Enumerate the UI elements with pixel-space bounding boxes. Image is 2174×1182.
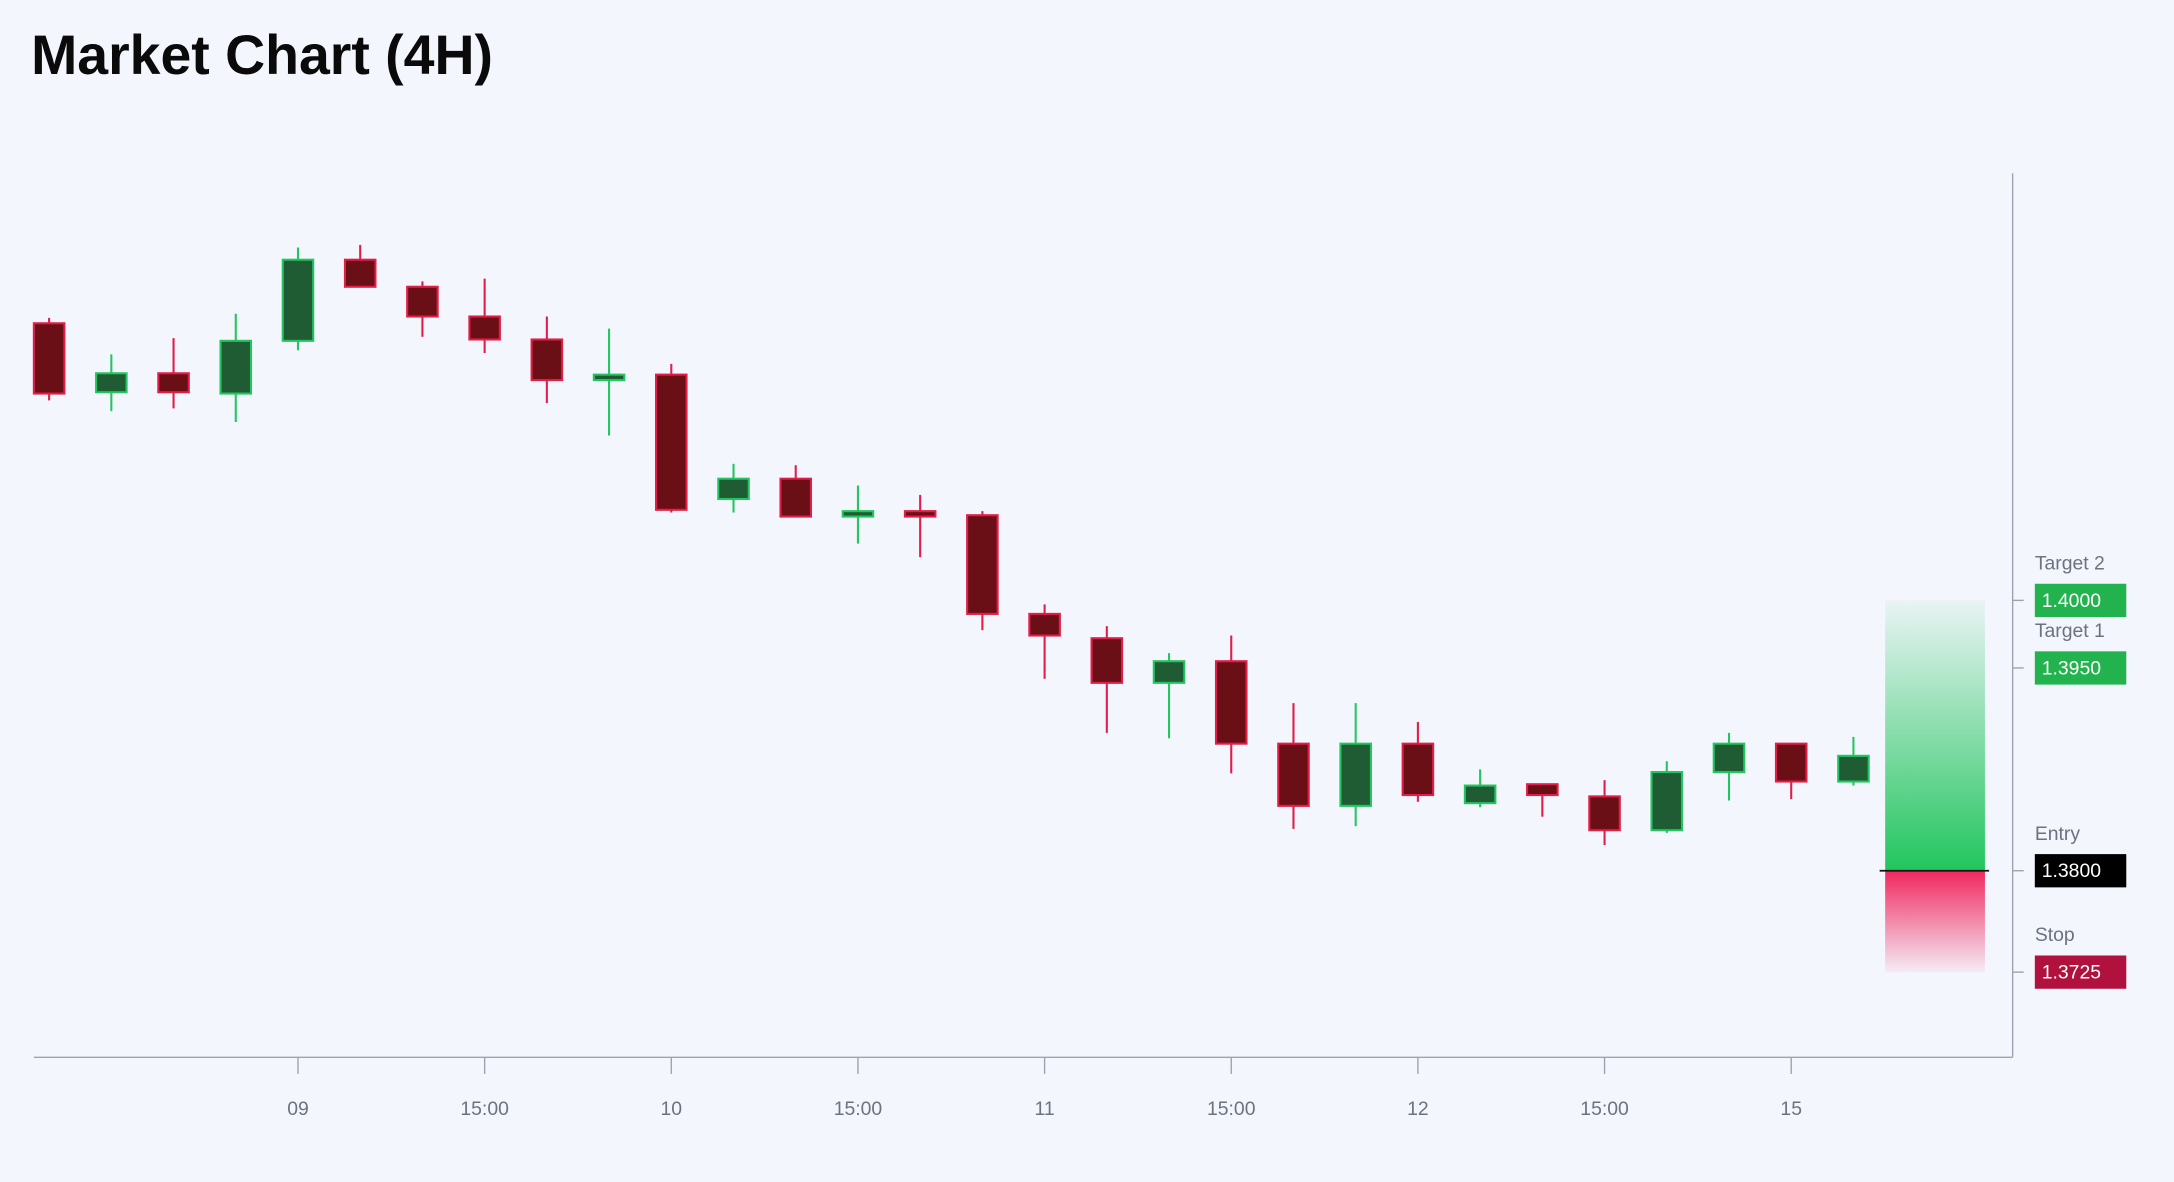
- x-tick-label: 15:00: [1580, 1098, 1629, 1120]
- loss-zone: [1885, 870, 1985, 973]
- candle-body: [1277, 742, 1310, 807]
- candle-body: [281, 258, 315, 342]
- candle-body: [32, 322, 66, 395]
- level-label: 1.3800: [2042, 860, 2101, 882]
- candle-body: [779, 477, 813, 518]
- candle-body: [592, 373, 626, 382]
- candle-body: [841, 510, 875, 518]
- candle-body: [343, 258, 377, 288]
- candle-body: [1401, 742, 1435, 797]
- profit-zone: [1885, 600, 1985, 871]
- candle-body: [1650, 771, 1684, 832]
- candle-body: [530, 338, 564, 382]
- candle-body: [219, 339, 253, 395]
- chart-title: Market Chart (4H): [31, 24, 493, 86]
- candle-body: [717, 477, 750, 501]
- level-badge: [2034, 651, 2127, 685]
- level-name: Entry: [2035, 823, 2081, 845]
- candle-body: [1214, 660, 1248, 745]
- level-badge: [2034, 854, 2127, 888]
- candle-body: [1028, 612, 1061, 637]
- candle-body: [1152, 660, 1186, 684]
- candle-body: [1712, 742, 1746, 774]
- candle-body: [1774, 742, 1808, 783]
- x-tick-label: 15:00: [834, 1098, 883, 1120]
- candle-body: [468, 315, 501, 341]
- candle-body: [157, 372, 190, 394]
- level-badge: [2034, 583, 2127, 618]
- x-tick-label: 12: [1407, 1098, 1429, 1120]
- candle-body: [903, 510, 937, 518]
- x-tick-label: 11: [1035, 1098, 1055, 1120]
- candle-body: [966, 514, 999, 615]
- candle-body: [1463, 784, 1497, 805]
- level-label: 1.3725: [2042, 962, 2101, 984]
- x-tick-label: 09: [287, 1098, 309, 1120]
- candle-body: [1526, 783, 1559, 797]
- x-tick-label: 15:00: [460, 1098, 509, 1120]
- level-name: Target 2: [2035, 552, 2105, 574]
- candle-body: [1837, 754, 1870, 783]
- level-name: Stop: [2035, 924, 2075, 946]
- candle-body: [1588, 795, 1621, 832]
- level-name: Target 1: [2035, 620, 2105, 642]
- candle-body: [655, 373, 688, 511]
- candle-body: [1090, 637, 1124, 684]
- level-label: 1.4000: [2042, 590, 2101, 612]
- x-tick-label: 15:00: [1207, 1098, 1256, 1120]
- x-tick-label: 15: [1780, 1098, 1802, 1120]
- level-label: 1.3950: [2042, 657, 2101, 679]
- level-badge: [2034, 955, 2127, 989]
- candle-body: [1339, 742, 1372, 807]
- candle-body: [95, 372, 128, 394]
- x-tick-label: 10: [661, 1098, 683, 1120]
- candle-body: [406, 285, 439, 318]
